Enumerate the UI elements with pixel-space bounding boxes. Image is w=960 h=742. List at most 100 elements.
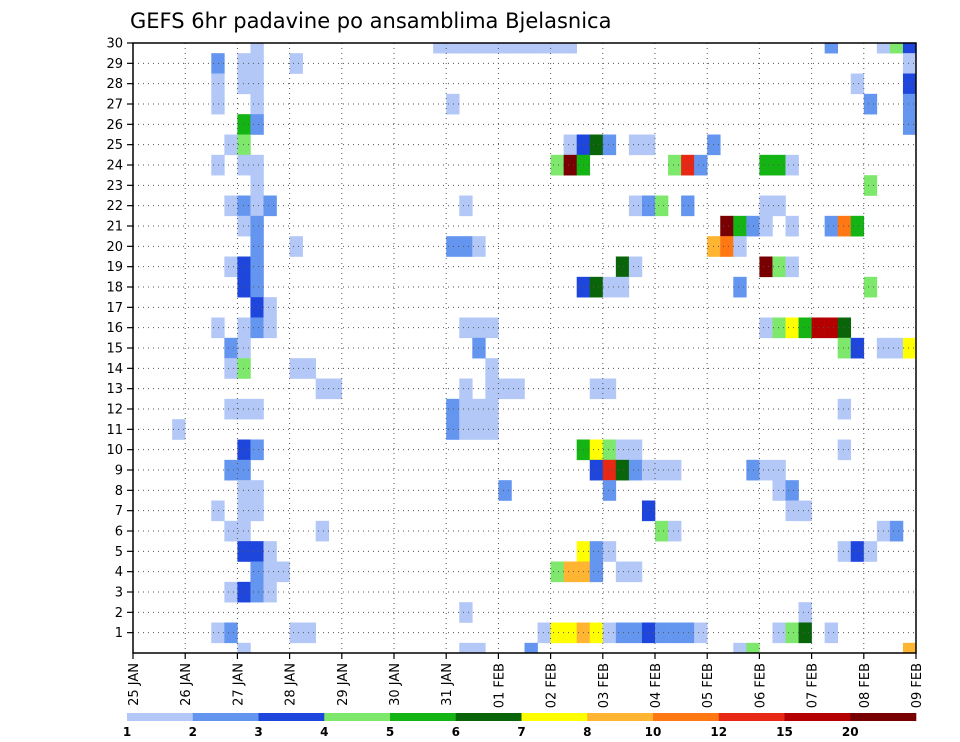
precip-cell bbox=[668, 154, 682, 176]
precip-cell bbox=[837, 398, 852, 420]
precip-cell bbox=[824, 215, 838, 237]
precip-cell bbox=[263, 581, 277, 603]
colorbar-label: 15 bbox=[776, 725, 793, 739]
y-tick-label: 3 bbox=[115, 586, 123, 601]
precip-cell bbox=[446, 43, 460, 54]
precip-cell bbox=[237, 480, 251, 501]
colorbar-label: 1 bbox=[123, 725, 131, 739]
precip-cell bbox=[902, 337, 917, 359]
precip-cell bbox=[224, 134, 238, 156]
precip-cell bbox=[250, 175, 264, 196]
y-tick-label: 10 bbox=[106, 443, 123, 458]
precip-cell bbox=[759, 317, 773, 339]
y-tick-label: 8 bbox=[115, 484, 123, 499]
x-tick-label: 31 JAN bbox=[440, 663, 455, 706]
precip-cell bbox=[863, 541, 878, 562]
precip-cell bbox=[550, 561, 564, 583]
precip-cell bbox=[589, 622, 604, 644]
colorbar-swatch bbox=[455, 713, 522, 721]
precip-cell bbox=[681, 154, 695, 176]
precip-cell bbox=[315, 520, 330, 542]
precip-cell bbox=[681, 622, 695, 644]
precip-cell bbox=[628, 439, 643, 461]
precip-cell bbox=[694, 154, 708, 176]
precip-cell bbox=[772, 195, 786, 217]
precip-cell bbox=[563, 561, 577, 583]
precip-cell bbox=[615, 256, 630, 278]
precip-cell bbox=[211, 73, 225, 95]
precip-cell bbox=[289, 236, 303, 257]
precip-cell bbox=[837, 317, 852, 339]
y-tick-label: 22 bbox=[106, 199, 123, 214]
precip-cell bbox=[237, 53, 251, 74]
precip-cell bbox=[224, 358, 238, 379]
precip-cell bbox=[824, 317, 838, 339]
y-tick-label: 7 bbox=[115, 504, 123, 519]
precip-cell bbox=[615, 439, 630, 461]
precip-cell bbox=[224, 195, 238, 217]
precip-cell bbox=[263, 561, 277, 583]
precip-cell bbox=[237, 642, 251, 654]
precip-cell bbox=[237, 256, 251, 278]
precip-cell bbox=[759, 154, 773, 176]
precip-cell bbox=[902, 43, 917, 54]
precip-cell bbox=[785, 500, 799, 522]
colorbar-swatch bbox=[587, 713, 654, 721]
precip-cell bbox=[237, 541, 251, 562]
precip-cell bbox=[472, 642, 486, 654]
precip-cell bbox=[459, 378, 473, 400]
precip-cell bbox=[237, 337, 251, 359]
precip-cell bbox=[850, 337, 865, 359]
y-tick-label: 11 bbox=[106, 423, 123, 438]
precip-cell bbox=[589, 561, 604, 583]
precip-cell bbox=[537, 622, 551, 644]
colorbar-label: 20 bbox=[842, 725, 859, 739]
precip-cell bbox=[785, 256, 799, 278]
precip-cell bbox=[772, 459, 786, 481]
precip-cell bbox=[602, 480, 617, 501]
precip-cell bbox=[498, 480, 512, 501]
y-tick-label: 28 bbox=[106, 77, 123, 92]
precip-cell bbox=[250, 276, 264, 298]
colorbar-swatch bbox=[390, 713, 457, 721]
precip-cell bbox=[237, 114, 251, 135]
precip-cell bbox=[446, 236, 460, 257]
precip-cell bbox=[772, 154, 786, 176]
precip-cell bbox=[668, 622, 682, 644]
precip-cell bbox=[889, 43, 904, 54]
colorbar-label: 3 bbox=[254, 725, 262, 739]
precip-cell bbox=[785, 317, 799, 339]
precip-cell bbox=[863, 93, 878, 115]
precip-cell bbox=[615, 459, 630, 481]
precip-cell bbox=[237, 398, 251, 420]
precip-cell bbox=[602, 134, 617, 156]
precip-cell bbox=[237, 215, 251, 237]
precip-cell bbox=[302, 622, 316, 644]
precip-cell bbox=[224, 520, 238, 542]
x-tick-label: 01 FEB bbox=[492, 663, 507, 708]
precip-cell bbox=[837, 439, 852, 461]
x-tick-label: 25 JAN bbox=[127, 663, 142, 706]
precip-cell bbox=[798, 500, 812, 522]
x-tick-label: 02 FEB bbox=[545, 663, 560, 708]
y-tick-label: 27 bbox=[106, 98, 123, 113]
precip-cell bbox=[563, 622, 577, 644]
precip-cell bbox=[237, 317, 251, 339]
precip-cell bbox=[224, 622, 238, 644]
colorbar-swatch bbox=[324, 713, 391, 721]
precip-cell bbox=[250, 73, 264, 95]
precip-cell bbox=[589, 439, 604, 461]
precip-cell bbox=[563, 43, 577, 54]
y-tick-label: 12 bbox=[106, 403, 123, 418]
precip-cell bbox=[250, 93, 264, 115]
x-tick-label: 03 FEB bbox=[597, 663, 612, 708]
precip-cell bbox=[628, 256, 643, 278]
precip-cell bbox=[459, 419, 473, 440]
colorbar-swatch bbox=[521, 713, 588, 721]
precip-cell bbox=[250, 581, 264, 603]
precip-cell bbox=[850, 73, 865, 95]
x-tick-label: 30 JAN bbox=[388, 663, 403, 706]
y-tick-label: 29 bbox=[106, 57, 123, 72]
precip-cell bbox=[211, 317, 225, 339]
precip-cell bbox=[250, 541, 264, 562]
